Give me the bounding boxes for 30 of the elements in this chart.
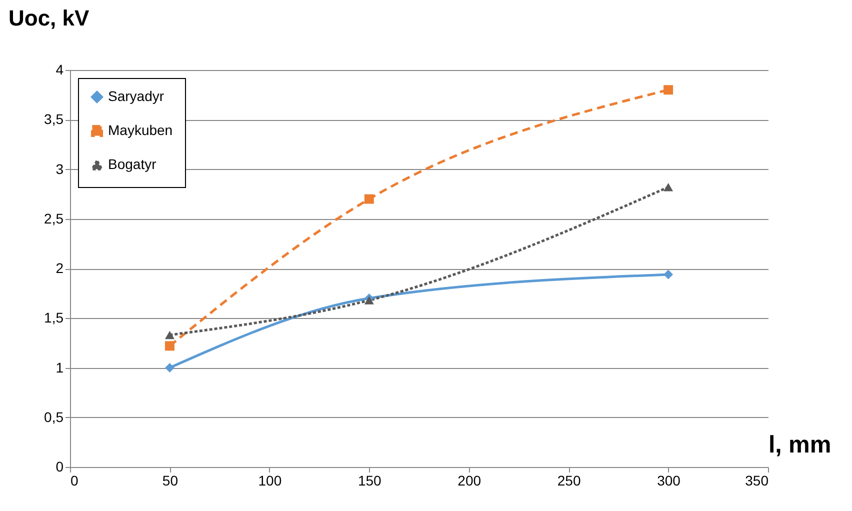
x-tick-label: 250 — [557, 472, 581, 488]
y-tick-label: 1 — [56, 359, 64, 376]
x-tick-label: 100 — [258, 472, 282, 488]
y-tick-label: 2 — [56, 260, 64, 276]
point — [164, 363, 174, 372]
y-axis-title: Uoc, kV — [8, 6, 90, 30]
x-axis-title: l, mm — [768, 432, 832, 458]
point — [164, 341, 174, 351]
point — [364, 296, 374, 304]
x-tick-label: 150 — [358, 472, 382, 488]
x-tick-label: 50 — [162, 472, 178, 488]
x-tick-label: 0 — [70, 472, 78, 488]
point — [164, 330, 174, 340]
y-tick-label: 0,5 — [44, 408, 64, 425]
y-tick-label: 4 — [56, 62, 64, 78]
y-tick-label: 2,5 — [44, 210, 64, 226]
x-tick-label: 300 — [657, 472, 681, 488]
x-tick-label: 200 — [458, 472, 482, 488]
y-tick-label: 1,5 — [44, 310, 64, 326]
x-tick-label: 350 — [745, 472, 769, 488]
y-tick-label: 3,5 — [44, 111, 64, 128]
y-tick-label: 3 — [56, 160, 64, 177]
y-tick-label: 0 — [56, 458, 64, 474]
legend-label: Maykuben — [108, 122, 173, 138]
point — [664, 270, 674, 280]
point — [664, 85, 674, 95]
point — [664, 183, 674, 192]
point — [364, 194, 374, 204]
legend-label: Saryadyr — [108, 88, 164, 104]
legend-label: Bogatyr — [108, 156, 157, 172]
